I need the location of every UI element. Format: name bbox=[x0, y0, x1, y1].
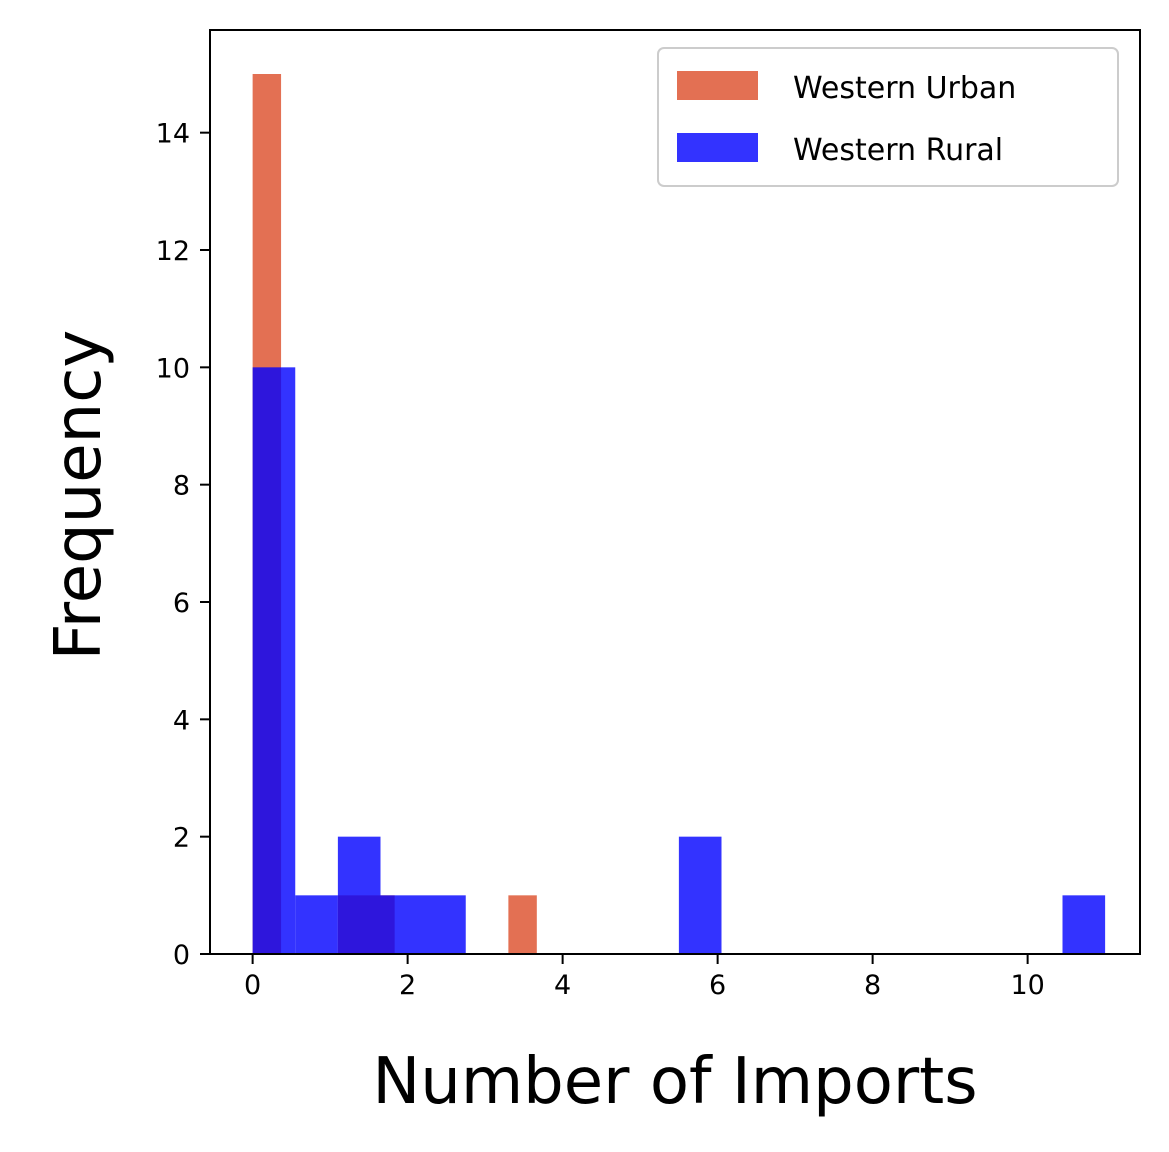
x-axis-ticks: 0 2 4 6 8 10 bbox=[244, 954, 1045, 1001]
bars-layer bbox=[252, 74, 1106, 954]
x-tick-label: 10 bbox=[1010, 970, 1044, 1001]
y-tick-label: 12 bbox=[156, 236, 190, 267]
y-axis-ticks: 0 2 4 6 8 10 12 14 bbox=[156, 119, 210, 971]
bar-western-rural-5 bbox=[1062, 895, 1106, 954]
legend-label-western-urban: Western Urban bbox=[793, 71, 1016, 106]
x-tick-label: 0 bbox=[244, 970, 261, 1001]
x-tick-label: 2 bbox=[399, 970, 416, 1001]
y-tick-label: 10 bbox=[156, 353, 190, 384]
legend-swatch-western-rural bbox=[677, 133, 758, 162]
bar-western-rural-3 bbox=[380, 895, 466, 954]
x-tick-label: 4 bbox=[554, 970, 571, 1001]
y-tick-label: 14 bbox=[156, 119, 190, 150]
y-tick-label: 6 bbox=[173, 588, 190, 619]
bar-western-rural-4 bbox=[678, 836, 722, 954]
bar-western-rural-2 bbox=[337, 836, 381, 954]
legend: Western Urban Western Rural bbox=[657, 47, 1119, 187]
x-tick-label: 8 bbox=[864, 970, 881, 1001]
y-tick-label: 4 bbox=[173, 705, 190, 736]
x-axis-label: Number of Imports bbox=[372, 1045, 977, 1119]
plot-frame bbox=[209, 29, 1141, 955]
y-tick-label: 8 bbox=[173, 471, 190, 502]
x-tick-label: 6 bbox=[709, 970, 726, 1001]
y-tick-label: 2 bbox=[173, 823, 190, 854]
bar-western-rural-1 bbox=[295, 895, 338, 954]
bar-western-urban-2 bbox=[508, 895, 537, 954]
legend-swatch-western-urban bbox=[677, 71, 758, 100]
y-tick-label: 0 bbox=[173, 940, 190, 971]
bar-western-rural-0 bbox=[252, 367, 296, 954]
legend-box bbox=[657, 47, 1119, 187]
y-axis-label: Frequency bbox=[42, 330, 116, 661]
legend-label-western-rural: Western Rural bbox=[793, 133, 1003, 168]
